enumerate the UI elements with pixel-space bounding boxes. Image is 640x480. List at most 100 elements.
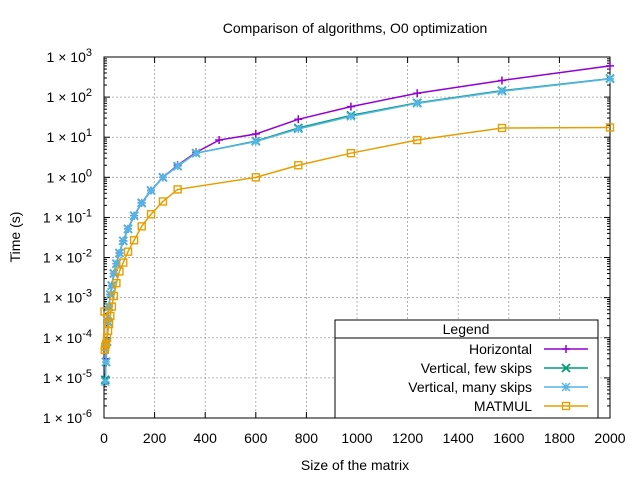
data-point-marker xyxy=(173,185,182,194)
x-tick-label: 600 xyxy=(244,430,268,446)
y-tick-exponent: -4 xyxy=(82,328,92,340)
data-point-marker xyxy=(497,76,506,85)
data-point-marker xyxy=(146,185,156,195)
data-point-marker xyxy=(100,377,110,387)
data-point-marker xyxy=(123,224,133,234)
data-point-marker xyxy=(129,236,139,245)
legend-entry-label: Horizontal xyxy=(469,341,532,357)
data-point-marker xyxy=(346,102,355,111)
data-point-marker xyxy=(104,319,114,329)
data-point-marker xyxy=(158,172,168,182)
data-point-marker xyxy=(104,302,114,312)
legend-entry-label: Vertical, few skips xyxy=(421,360,532,376)
data-point-marker xyxy=(562,345,570,353)
x-tick-label: 800 xyxy=(295,430,319,446)
legend: Legend Horizontal Vertical, few skips Vert… xyxy=(334,319,599,419)
data-point-marker xyxy=(101,342,110,351)
series-3 xyxy=(100,123,615,355)
y-tick-exponent: 1 xyxy=(86,127,92,139)
y-tick-exponent: -1 xyxy=(82,207,92,219)
data-point-marker xyxy=(497,86,507,96)
y-tick-exponent: 2 xyxy=(86,87,92,99)
data-point-marker xyxy=(294,161,303,170)
y-tick-label: 1 × 10-2 xyxy=(43,248,92,266)
series-layer xyxy=(100,61,615,387)
y-tick-exponent: -5 xyxy=(82,368,92,380)
y-tick-exponent: -6 xyxy=(82,408,92,420)
data-point-marker xyxy=(101,339,111,349)
data-point-marker xyxy=(293,124,303,134)
y-axis-label: Time (s) xyxy=(7,212,23,263)
y-tick-exponent: -2 xyxy=(82,248,92,260)
y-tick-label: 1 × 100 xyxy=(47,167,92,185)
data-point-marker xyxy=(497,123,507,133)
data-point-marker xyxy=(561,382,571,392)
data-point-marker xyxy=(100,307,109,316)
legend-box xyxy=(334,319,599,419)
y-tick-label: 1 × 103 xyxy=(47,47,92,65)
data-point-marker xyxy=(251,173,261,182)
data-point-marker xyxy=(561,401,571,411)
y-tick-exponent: -3 xyxy=(82,288,92,300)
chart-title: Comparison of algorithms, O0 optimizatio… xyxy=(223,20,488,36)
data-point-marker xyxy=(251,137,261,147)
data-point-marker xyxy=(561,363,571,373)
y-tick-label: 1 × 10-4 xyxy=(43,328,92,346)
data-point-marker xyxy=(413,135,422,145)
data-point-marker xyxy=(158,197,168,206)
y-tick-label: 1 × 10-5 xyxy=(43,368,92,386)
data-point-marker xyxy=(137,222,146,231)
y-tick-exponent: 3 xyxy=(86,47,92,59)
legend-entry-label: Vertical, many skips xyxy=(408,379,532,395)
x-axis: 0 200 400 600 800 1000 1200 1400 1600 1800 2000 xyxy=(100,57,626,446)
y-tick-label: 1 × 10-6 xyxy=(43,408,92,426)
data-point-marker xyxy=(119,258,128,267)
data-point-marker xyxy=(294,115,303,124)
data-point-marker xyxy=(107,281,117,291)
x-tick-label: 2000 xyxy=(594,430,625,446)
x-tick-label: 1400 xyxy=(443,430,474,446)
data-point-marker xyxy=(129,211,139,221)
data-point-marker xyxy=(173,161,183,171)
data-point-marker xyxy=(605,74,615,84)
x-tick-label: 200 xyxy=(143,430,167,446)
data-point-marker xyxy=(118,236,128,246)
data-point-marker xyxy=(215,136,224,145)
data-point-marker xyxy=(606,61,614,70)
data-point-marker xyxy=(191,148,201,158)
x-axis-label: Size of the matrix xyxy=(301,457,409,473)
data-point-marker xyxy=(114,248,124,258)
x-tick-label: 1800 xyxy=(544,430,575,446)
y-tick-label: 1 × 101 xyxy=(47,127,92,145)
y-tick-exponent: 0 xyxy=(86,167,92,179)
legend-title: Legend xyxy=(443,321,490,337)
x-tick-label: 400 xyxy=(194,430,218,446)
data-point-marker xyxy=(123,247,133,256)
data-point-marker xyxy=(107,302,117,311)
data-point-marker xyxy=(115,267,124,276)
y-tick-label: 1 × 102 xyxy=(47,87,92,105)
legend-entries: Horizontal Vertical, few skips Vertical, m… xyxy=(408,341,588,414)
y-tick-label: 1 × 10-1 xyxy=(43,207,92,225)
y-tick-label: 1 × 10-3 xyxy=(43,288,92,306)
data-point-marker xyxy=(109,269,119,279)
data-point-marker xyxy=(111,259,121,269)
x-tick-label: 1600 xyxy=(493,430,524,446)
legend-entry-label: MATMUL xyxy=(474,398,532,414)
data-point-marker xyxy=(412,98,422,108)
data-point-marker xyxy=(413,89,422,98)
data-point-marker xyxy=(346,111,356,121)
y-axis: 1 × 10-6 1 × 10-5 1 × 10-4 1 × 10-3 1 × 10-2… xyxy=(43,47,610,426)
data-point-marker xyxy=(101,357,111,367)
series-line xyxy=(103,126,611,350)
data-point-marker xyxy=(106,311,115,321)
x-tick-label: 1200 xyxy=(392,430,423,446)
data-point-marker xyxy=(112,278,121,288)
data-point-marker xyxy=(137,198,147,208)
data-point-marker xyxy=(109,291,119,301)
data-point-marker xyxy=(251,130,260,139)
data-point-marker xyxy=(103,317,113,327)
x-tick-label: 0 xyxy=(100,430,108,446)
x-tick-label: 1000 xyxy=(341,430,372,446)
